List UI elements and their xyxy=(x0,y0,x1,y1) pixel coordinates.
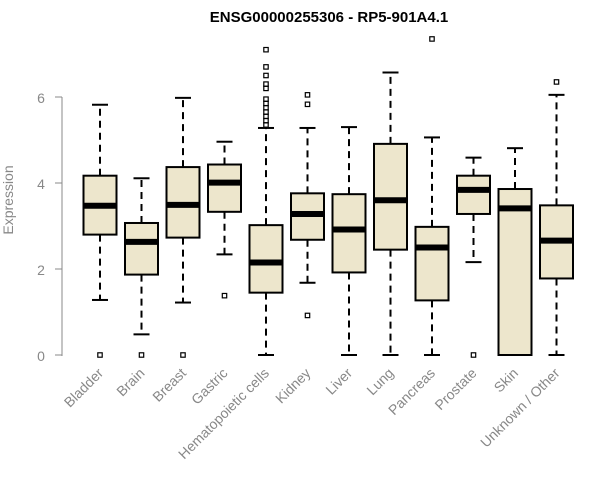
x-label-liver: Liver xyxy=(322,365,355,398)
box-lung xyxy=(373,71,408,356)
outlier-prostate-0 xyxy=(470,352,477,358)
x-label-brain: Brain xyxy=(113,365,147,399)
x-label-unknown-other: Unknown / Other xyxy=(477,365,563,451)
outlier-hematopoietic-cells-11 xyxy=(263,46,269,53)
outlier-breast-0 xyxy=(180,352,186,358)
box-hematopoietic-cells xyxy=(248,46,284,356)
box-series xyxy=(82,36,574,358)
box-pancreas xyxy=(414,36,450,356)
outlier-kidney-2 xyxy=(304,92,311,98)
box-kidney xyxy=(290,92,325,319)
x-label-kidney: Kidney xyxy=(272,365,314,407)
iqr-box-gastric xyxy=(207,163,242,213)
outlier-hematopoietic-cells-8 xyxy=(263,81,269,87)
y-tick-label-2: 2 xyxy=(37,262,45,278)
box-bladder xyxy=(82,103,118,358)
chart-title: ENSG00000255306 - RP5-901A4.1 xyxy=(210,9,449,26)
y-tick-label-4: 4 xyxy=(37,176,45,192)
iqr-box-lung xyxy=(373,142,408,251)
outlier-hematopoietic-cells-6 xyxy=(263,96,269,102)
iqr-box-skin xyxy=(497,188,533,356)
iqr-box-hematopoietic-cells xyxy=(248,224,284,294)
x-label-lung: Lung xyxy=(363,365,396,398)
outlier-kidney-1 xyxy=(304,101,311,108)
x-label-prostate: Prostate xyxy=(431,365,479,413)
outlier-bladder-0 xyxy=(97,352,103,358)
outlier-pancreas-0 xyxy=(429,36,435,42)
box-unknown-other xyxy=(539,79,574,356)
box-liver xyxy=(331,126,367,356)
y-axis-ticks: 0 2 4 6 xyxy=(37,90,62,364)
y-tick-label-6: 6 xyxy=(37,90,45,106)
outlier-hematopoietic-cells-9 xyxy=(263,72,269,79)
y-axis-label: Expression xyxy=(0,165,16,234)
x-label-breast: Breast xyxy=(149,365,189,405)
iqr-box-liver xyxy=(331,193,367,274)
box-gastric xyxy=(207,140,242,299)
x-label-skin: Skin xyxy=(491,365,522,396)
y-tick-label-0: 0 xyxy=(37,348,45,364)
iqr-box-pancreas xyxy=(414,225,450,302)
outlier-unknown-other-0 xyxy=(553,79,560,85)
iqr-box-brain xyxy=(124,221,159,276)
outlier-brain-0 xyxy=(138,352,145,358)
x-label-bladder: Bladder xyxy=(61,365,107,411)
box-brain xyxy=(124,177,159,358)
iqr-box-prostate xyxy=(456,174,491,215)
outlier-gastric-0 xyxy=(221,292,228,299)
box-breast xyxy=(165,96,201,358)
outlier-kidney-0 xyxy=(304,312,311,319)
box-skin xyxy=(497,147,533,356)
box-prostate xyxy=(456,156,491,358)
outlier-hematopoietic-cells-10 xyxy=(263,64,269,70)
